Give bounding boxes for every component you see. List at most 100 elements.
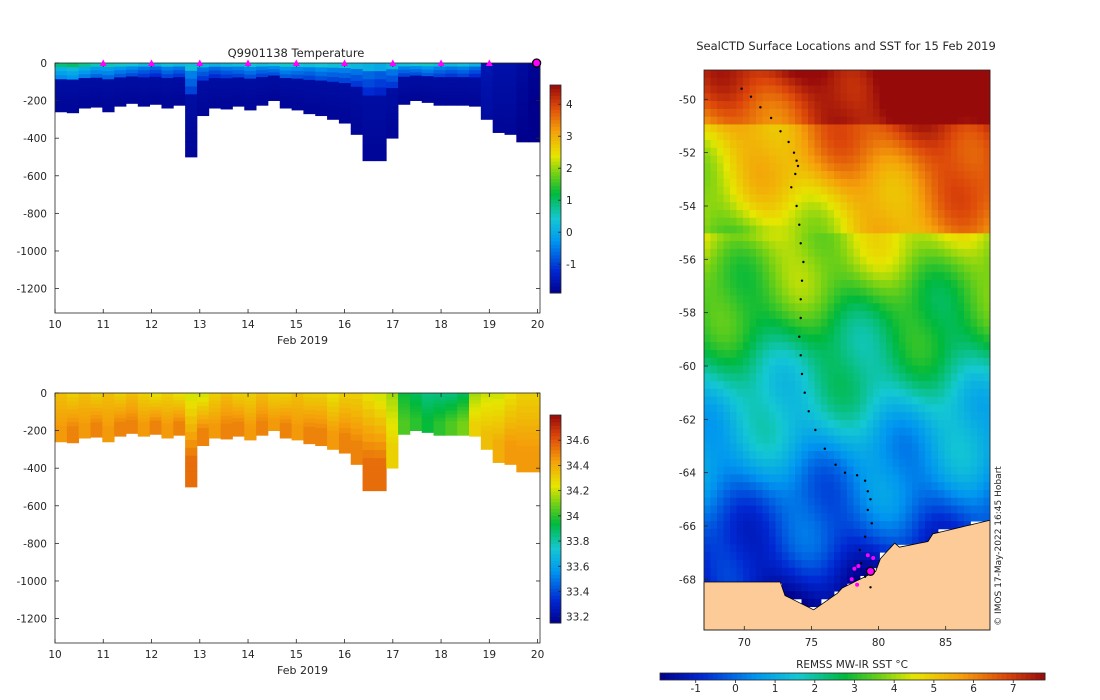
sst-cell [866,77,874,86]
sst-cell [886,451,893,460]
sst-cell [775,256,783,265]
sst-cell [717,497,724,506]
sst-cell [853,466,861,475]
sst-cell [886,528,893,538]
sst-cell [736,536,744,545]
sal-cell [90,400,103,405]
sal-cell [90,426,103,431]
sal-cell [279,396,292,401]
sst-cell [782,575,789,584]
sst-cell [769,140,776,149]
sal-cell [350,422,363,430]
temp-cell [66,63,80,68]
sst-cell [938,357,945,366]
x-tick-label: 16 [338,649,352,661]
sst-cell [892,186,900,195]
sst-cell [886,124,893,133]
sal-cell [469,400,482,405]
sst-cell [977,124,984,133]
temp-cell [232,99,245,104]
sst-cell [905,178,913,188]
sst-cell [723,101,731,110]
sst-cell [769,264,776,273]
sst-cell [905,396,913,405]
temp-cell [55,83,68,88]
colorbar-swatch [550,435,561,440]
sst-cell [853,163,861,172]
sst-cell [769,272,776,281]
sst-cell [931,194,939,203]
sal-cell [480,397,494,403]
temp-cell [362,71,375,80]
sst-cell [983,256,991,265]
sst-cell [814,443,822,452]
sst-cell [704,295,711,304]
sst-cell [918,140,926,149]
sst-cell [879,101,887,110]
sst-cell [743,466,750,475]
sst-cell [840,357,848,366]
sst-cell [886,427,893,436]
lon-tick-label: 75 [805,637,818,649]
sst-cell [756,350,763,359]
sst-cell [710,497,718,506]
colorbar-swatch [550,123,561,128]
sal-cell [374,409,387,418]
sst-cell [814,591,822,600]
sst-cell [801,528,809,538]
temp-cell [149,83,162,88]
sst-cell [886,241,893,250]
sst-cell [964,326,971,335]
sst-cell [782,163,789,172]
sst-cell [775,326,783,335]
sst-cell [756,171,763,180]
sal-cell [161,419,174,424]
sst-cell [769,528,776,538]
sst-cell [892,528,900,538]
sst-cell [912,101,919,110]
sst-cell [918,396,926,405]
sst-cell [717,101,724,110]
sst-cell [743,552,750,561]
sst-cell [749,373,757,382]
sst-cell [730,458,737,468]
sst-cell [756,280,763,289]
sst-cell [821,552,828,561]
sst-cell [964,272,971,281]
temp-cell [114,70,127,75]
sst-cell [821,334,828,343]
sst-cell [840,140,848,149]
sst-cell [756,381,763,390]
sst-cell [925,264,932,273]
sst-cell [892,124,900,133]
sst-cell [723,248,731,258]
sst-cell [951,171,958,180]
sst-cell [827,147,835,156]
temp-cell [338,93,352,99]
temp-cell [102,107,115,113]
sst-cell [756,116,763,125]
sst-cell [951,210,958,219]
temp-cell [469,84,482,89]
sst-cell [756,575,763,584]
sst-cell [730,85,737,94]
sal-cell [445,421,458,426]
sst-cell [964,311,971,320]
sst-cell [723,497,731,506]
sst-cell [970,124,978,133]
temp-cell [480,91,494,97]
sst-cell [762,287,770,296]
sst-cell [814,334,822,343]
sst-cell [782,108,789,118]
sst-cell [775,443,783,452]
sst-cell [951,451,958,460]
sst-cell [931,497,939,506]
sst-cell [775,381,783,390]
sst-cell [756,357,763,366]
sst-cell [912,497,919,506]
sal-cell [480,402,494,408]
sst-cell [905,528,913,538]
sst-cell [788,334,796,343]
sst-cell [951,186,958,195]
